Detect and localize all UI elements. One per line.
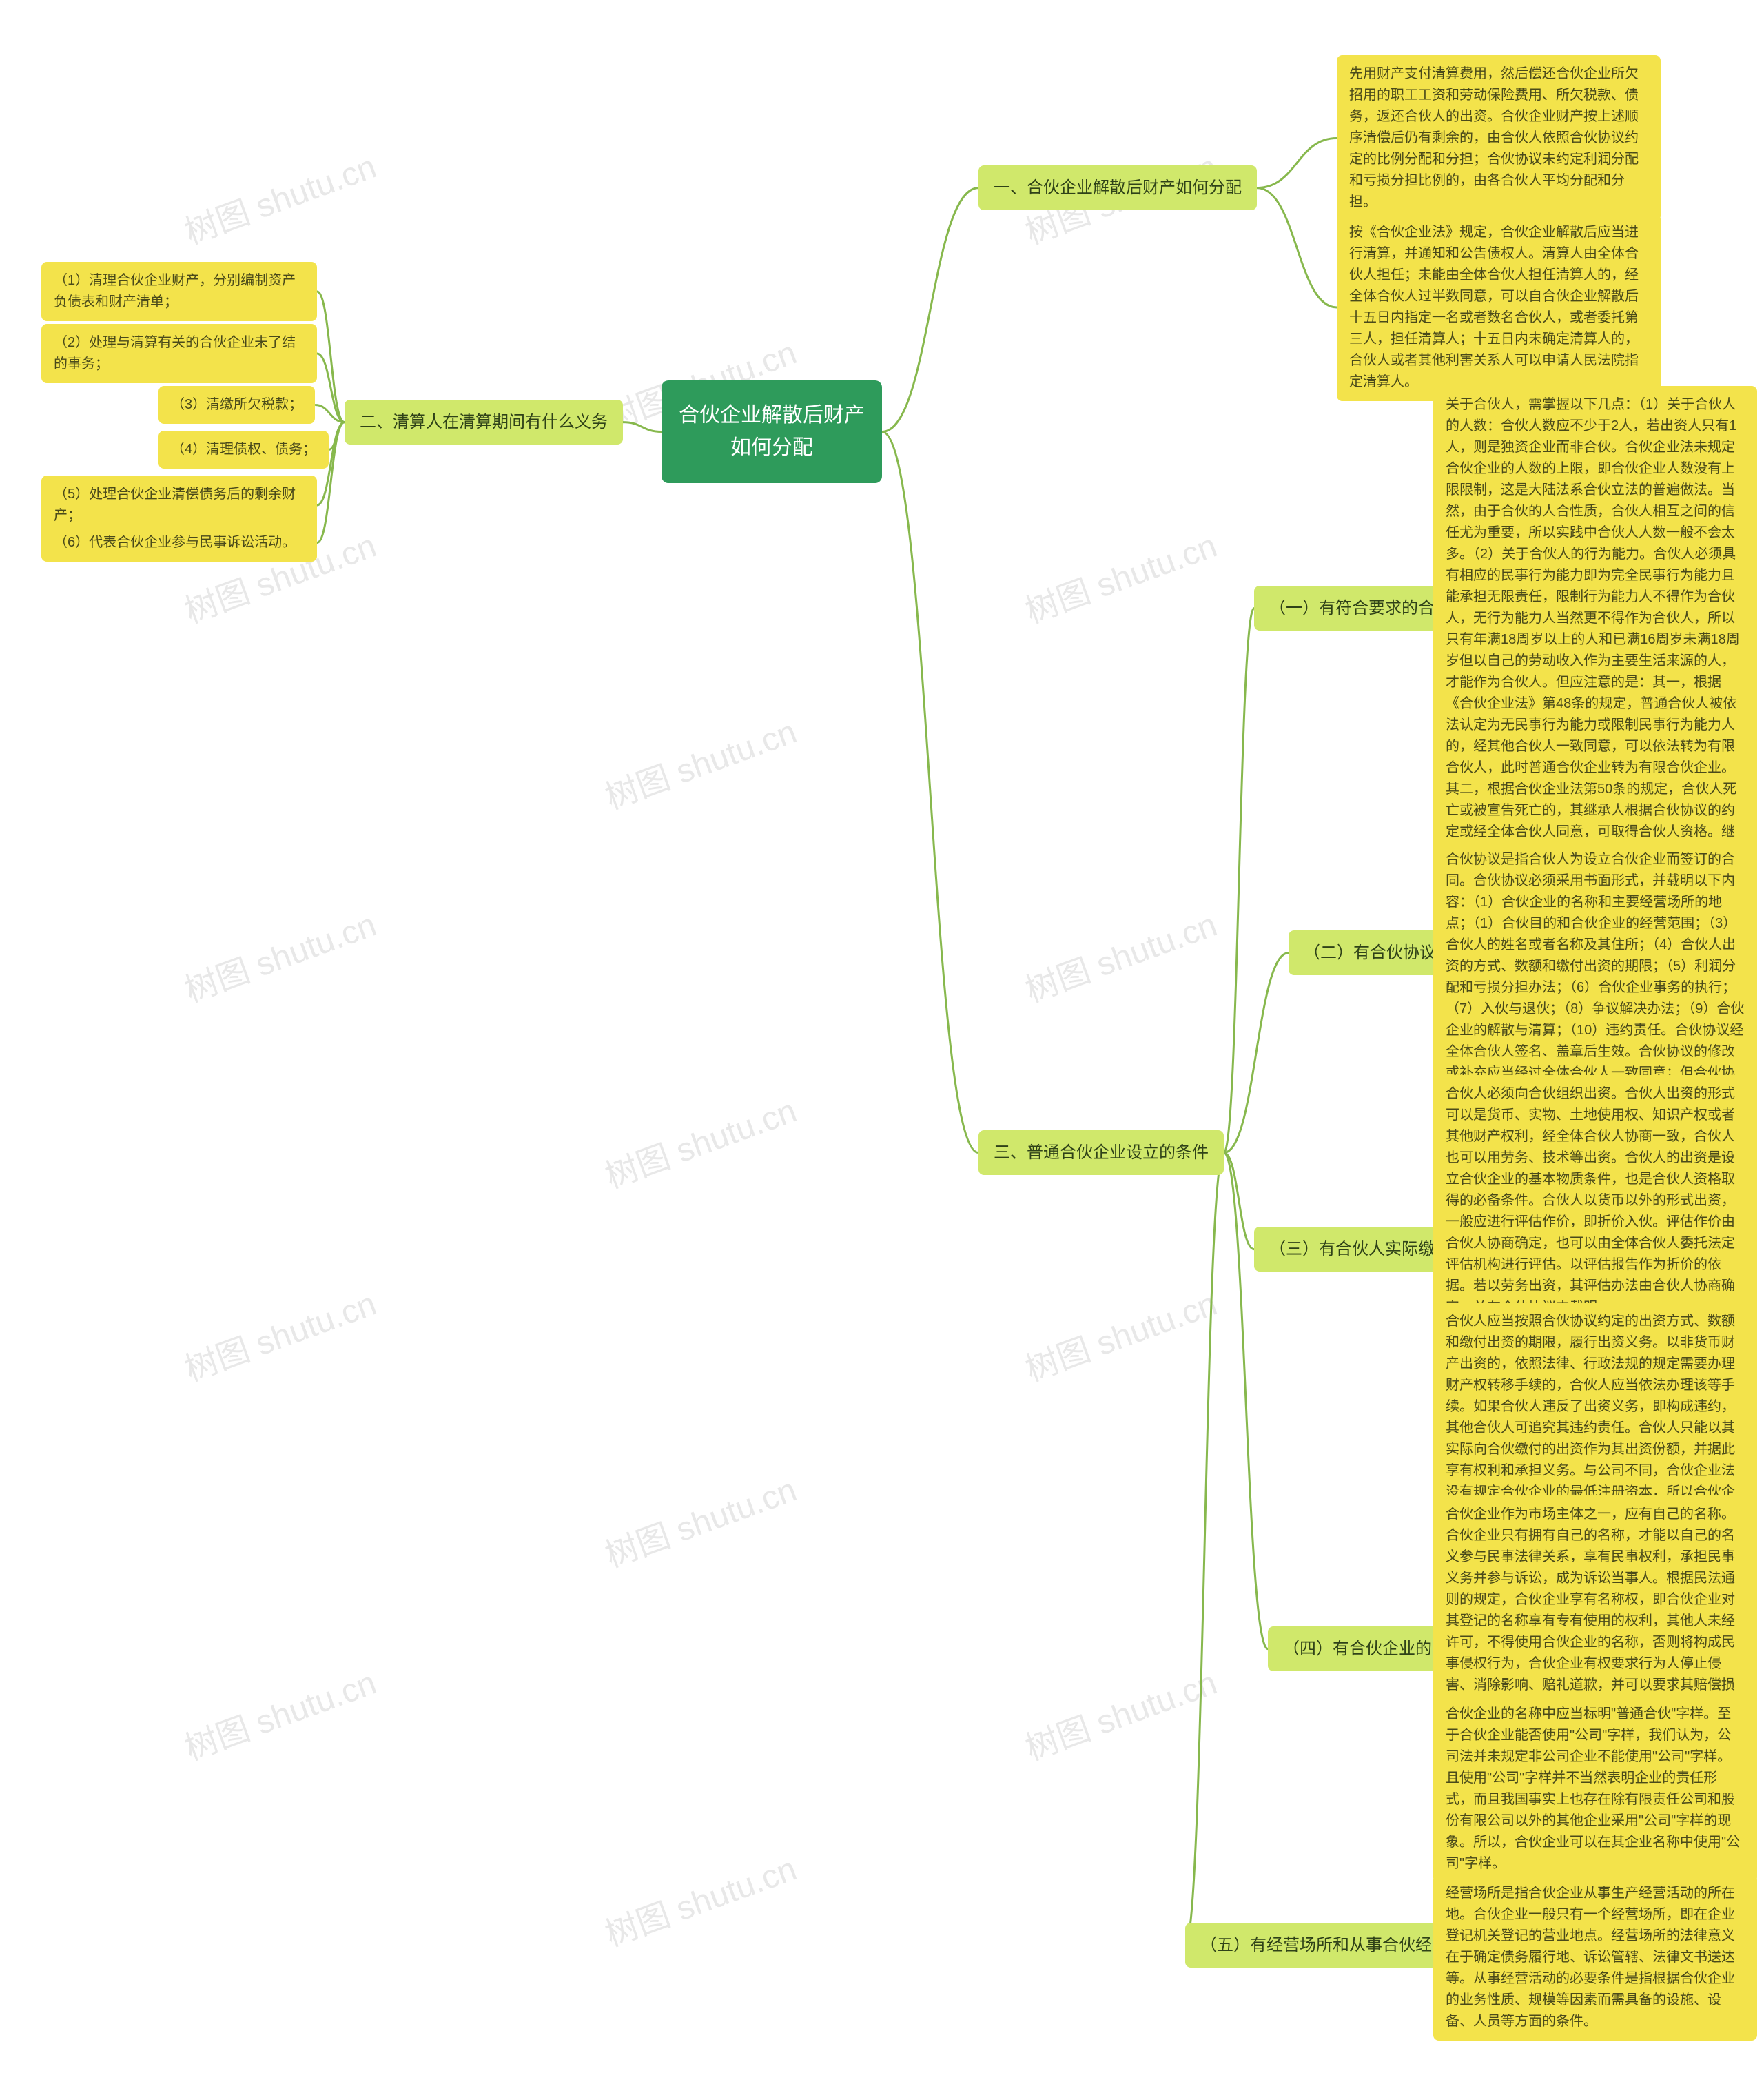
leaf-text: 合伙人应当按照合伙协议约定的出资方式、数额和缴付出资的期限，履行出资义务。以非货… — [1446, 1314, 1735, 1521]
watermark: 树图 shutu.cn — [177, 1276, 382, 1390]
watermark: 树图 shutu.cn — [597, 1083, 802, 1197]
branch-3[interactable]: 三、普通合伙企业设立的条件 — [978, 1130, 1224, 1175]
branch-2-leaf-5[interactable]: （6）代表合伙企业参与民事诉讼活动。 — [41, 524, 317, 562]
branch-1-leaf-0[interactable]: 先用财产支付清算费用，然后偿还合伙企业所欠招用的职工工资和劳动保险费用、所欠税款… — [1337, 55, 1661, 221]
branch-2[interactable]: 二、清算人在清算期间有什么义务 — [345, 400, 623, 445]
branch-2-leaf-1[interactable]: （2）处理与清算有关的合伙企业未了结的事务； — [41, 324, 317, 383]
root-node[interactable]: 合伙企业解散后财产如何分配 — [662, 380, 882, 483]
branch-2-leaf-2[interactable]: （3）清缴所欠税款； — [158, 386, 315, 424]
leaf-text: 合伙企业的名称中应当标明"普通合伙"字样。至于合伙企业能否使用"公司"字样，我们… — [1446, 1706, 1740, 1871]
branch-2-leaf-3[interactable]: （4）清理债权、债务； — [158, 431, 329, 469]
watermark: 树图 shutu.cn — [1018, 897, 1222, 1011]
leaf-text: （6）代表合伙企业参与民事诉讼活动。 — [54, 535, 296, 550]
watermark: 树图 shutu.cn — [177, 1655, 382, 1769]
root-label: 合伙企业解散后财产如何分配 — [679, 404, 865, 459]
sub-label: （二）有合伙协议 — [1304, 943, 1436, 962]
leaf-text: （3）清缴所欠税款； — [171, 397, 302, 412]
branch-2-leaf-0[interactable]: （1）清理合伙企业财产，分别编制资产负债表和财产清单； — [41, 262, 317, 321]
watermark: 树图 shutu.cn — [597, 1841, 802, 1955]
watermark: 树图 shutu.cn — [1018, 1655, 1222, 1769]
watermark: 树图 shutu.cn — [597, 1462, 802, 1576]
leaf-text: 关于合伙人，需掌握以下几点：（1）关于合伙人的人数：合伙人数应不少于2人，若出资… — [1446, 397, 1740, 903]
leaf-text: （4）清理债权、债务； — [171, 442, 316, 457]
watermark: 树图 shutu.cn — [177, 897, 382, 1011]
leaf-text: （2）处理与清算有关的合伙企业未了结的事务； — [54, 335, 296, 371]
sub-3-4-leaf-0[interactable]: 合伙企业作为市场主体之一，应有自己的名称。合伙企业只有拥有自己的名称，才能以自己… — [1433, 1495, 1757, 1726]
watermark: 树图 shutu.cn — [1018, 1276, 1222, 1390]
branch-1-label: 一、合伙企业解散后财产如何分配 — [994, 178, 1242, 197]
sub-3-2[interactable]: （二）有合伙协议 — [1289, 930, 1451, 975]
sub-3-1-leaf-0[interactable]: 关于合伙人，需掌握以下几点：（1）关于合伙人的人数：合伙人数应不少于2人，若出资… — [1433, 386, 1757, 915]
leaf-text: 合伙协议是指合伙人为设立合伙企业而签订的合同。合伙协议必须采用书面形式，并载明以… — [1446, 852, 1744, 1102]
leaf-text: 合伙企业作为市场主体之一，应有自己的名称。合伙企业只有拥有自己的名称，才能以自己… — [1446, 1507, 1735, 1714]
leaf-text: 先用财产支付清算费用，然后偿还合伙企业所欠招用的职工工资和劳动保险费用、所欠税款… — [1349, 66, 1639, 210]
branch-3-label: 三、普通合伙企业设立的条件 — [994, 1143, 1209, 1162]
sub-3-5-leaf-0[interactable]: 经营场所是指合伙企业从事生产经营活动的所在地。合伙企业一般只有一个经营场所，即在… — [1433, 1875, 1757, 2041]
watermark: 树图 shutu.cn — [1018, 518, 1222, 632]
leaf-text: 经营场所是指合伙企业从事生产经营活动的所在地。合伙企业一般只有一个经营场所，即在… — [1446, 1886, 1735, 2029]
sub-3-4-leaf-1[interactable]: 合伙企业的名称中应当标明"普通合伙"字样。至于合伙企业能否使用"公司"字样，我们… — [1433, 1695, 1757, 1883]
branch-2-label: 二、清算人在清算期间有什么义务 — [360, 413, 608, 431]
watermark: 树图 shutu.cn — [177, 139, 382, 253]
sub-3-2-leaf-0[interactable]: 合伙协议是指合伙人为设立合伙企业而签订的合同。合伙协议必须采用书面形式，并载明以… — [1433, 841, 1757, 1114]
leaf-text: （1）清理合伙企业财产，分别编制资产负债表和财产清单； — [54, 273, 296, 309]
leaf-text: （5）处理合伙企业清偿债务后的剩余财产； — [54, 487, 296, 523]
branch-1-leaf-1[interactable]: 按《合伙企业法》规定，合伙企业解散后应当进行清算，并通知和公告债权人。清算人由全… — [1337, 214, 1661, 401]
sub-3-3-leaf-0[interactable]: 合伙人必须向合伙组织出资。合伙人出资的形式可以是货币、实物、土地使用权、知识产权… — [1433, 1075, 1757, 1327]
leaf-text: 按《合伙企业法》规定，合伙企业解散后应当进行清算，并通知和公告债权人。清算人由全… — [1349, 225, 1639, 389]
watermark: 树图 shutu.cn — [597, 704, 802, 818]
branch-1[interactable]: 一、合伙企业解散后财产如何分配 — [978, 165, 1257, 210]
leaf-text: 合伙人必须向合伙组织出资。合伙人出资的形式可以是货币、实物、土地使用权、知识产权… — [1446, 1086, 1735, 1315]
